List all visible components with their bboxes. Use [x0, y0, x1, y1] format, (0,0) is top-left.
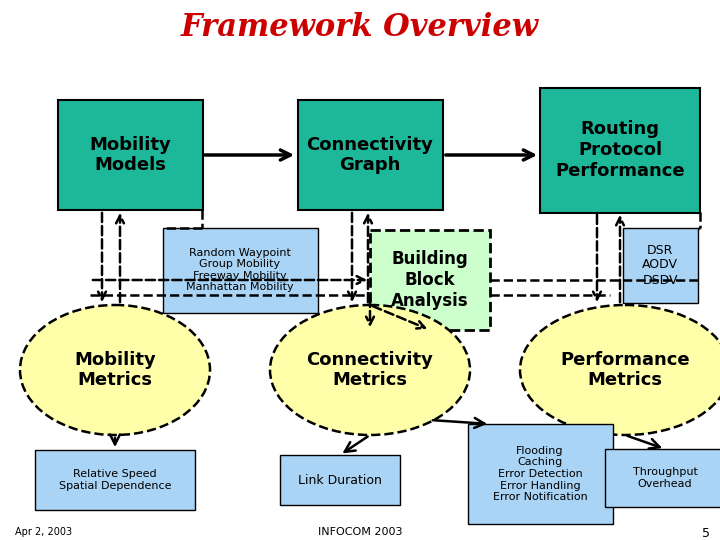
Text: 5: 5 [702, 527, 710, 540]
FancyBboxPatch shape [605, 449, 720, 507]
Text: INFOCOM 2003: INFOCOM 2003 [318, 527, 402, 537]
FancyBboxPatch shape [297, 100, 443, 210]
Text: Mobility
Metrics: Mobility Metrics [74, 350, 156, 389]
Text: Relative Speed
Spatial Dependence: Relative Speed Spatial Dependence [59, 469, 171, 491]
Text: Performance
Metrics: Performance Metrics [560, 350, 690, 389]
Text: Framework Overview: Framework Overview [181, 12, 539, 44]
Text: Apr 2, 2003: Apr 2, 2003 [15, 527, 72, 537]
Text: Flooding
Caching
Error Detection
Error Handling
Error Notification: Flooding Caching Error Detection Error H… [492, 446, 588, 502]
Ellipse shape [270, 305, 470, 435]
Text: Routing
Protocol
Performance: Routing Protocol Performance [555, 120, 685, 180]
Text: Random Waypoint
Group Mobility
Freeway Mobility
Manhattan Mobility: Random Waypoint Group Mobility Freeway M… [186, 248, 294, 292]
FancyBboxPatch shape [540, 87, 700, 213]
Text: Building
Block
Analysis: Building Block Analysis [391, 250, 469, 310]
Text: Connectivity
Graph: Connectivity Graph [307, 136, 433, 174]
Text: Mobility
Models: Mobility Models [89, 136, 171, 174]
Text: Connectivity
Metrics: Connectivity Metrics [307, 350, 433, 389]
FancyBboxPatch shape [58, 100, 202, 210]
Text: DSR
AODV
DSDV: DSR AODV DSDV [642, 244, 678, 287]
Text: Throughput
Overhead: Throughput Overhead [633, 467, 698, 489]
FancyBboxPatch shape [163, 227, 318, 313]
FancyBboxPatch shape [35, 450, 195, 510]
FancyBboxPatch shape [280, 455, 400, 505]
FancyBboxPatch shape [370, 230, 490, 330]
FancyBboxPatch shape [467, 424, 613, 524]
Ellipse shape [20, 305, 210, 435]
Text: Link Duration: Link Duration [298, 474, 382, 487]
Ellipse shape [520, 305, 720, 435]
FancyBboxPatch shape [623, 227, 698, 302]
